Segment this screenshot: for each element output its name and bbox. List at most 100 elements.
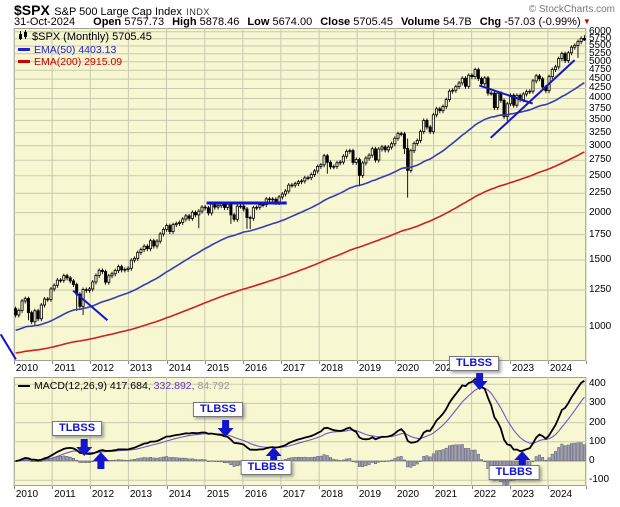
axis-tick (14, 486, 15, 489)
axis-tick (167, 361, 168, 364)
axis-tick (319, 486, 320, 489)
ema200-legend-label: EMA(200) 2915.09 (34, 56, 123, 68)
axis-tick (52, 486, 53, 489)
quote-value-chg: -57.03 (-0.99%) (501, 16, 581, 28)
price-axis-label: 3250 (589, 127, 612, 138)
axis-tick (14, 361, 15, 364)
quote-value-close: 5705.45 (350, 16, 394, 28)
year-axis-label: 2015 (206, 489, 230, 500)
tlbbs-annotation: TLBBS (488, 465, 540, 480)
axis-tick (281, 486, 282, 489)
axis-tick (472, 486, 473, 489)
macd-legend: MACD(12,26,9) 417.684, 332.892, 84.792 (18, 380, 230, 392)
macd-axis-label: 0 (589, 455, 595, 466)
quote-value-high: 5878.46 (196, 16, 240, 28)
year-axis-label: 2022 (473, 489, 497, 500)
axis-tick (510, 361, 511, 364)
price-axis-label: 3750 (589, 103, 612, 114)
price-axis-label: 3000 (589, 140, 612, 151)
price-axis-label: 5000 (589, 56, 612, 67)
axis-tick (510, 486, 511, 489)
quote-label-low: Low (247, 16, 270, 28)
price-axis-label: 2750 (589, 154, 612, 165)
axis-tick (52, 361, 53, 364)
year-axis-label: 2010 (15, 489, 39, 500)
price-axis-label: 5250 (589, 48, 612, 59)
axis-tick (586, 361, 587, 364)
price-axis-label: 4000 (589, 92, 612, 103)
year-axis-label: 2023 (511, 363, 535, 374)
main-price-panel (14, 28, 586, 361)
axis-tick (90, 361, 91, 364)
year-axis-label: 2017 (282, 489, 306, 500)
axis-tick (586, 486, 587, 489)
year-axis-label: 2020 (396, 489, 420, 500)
year-axis-label: 2024 (549, 489, 573, 500)
quote-label-high: High (172, 16, 197, 28)
tlbbs-annotation: TLBBS (240, 460, 292, 475)
year-axis-label: 2012 (91, 489, 115, 500)
axis-tick (548, 361, 549, 364)
quote-value-low: 5674.00 (269, 16, 313, 28)
year-axis-label: 2019 (358, 489, 382, 500)
axis-tick (281, 361, 282, 364)
axis-tick (433, 486, 434, 489)
year-axis-label: 2014 (168, 363, 192, 374)
price-axis-label: 4500 (589, 73, 612, 84)
year-axis-label: 2021 (434, 363, 458, 374)
quote-summary-row: 31-Oct-2024 Open 5757.73 High 5878.46 Low 5… (14, 16, 591, 28)
macd-signal-value: 332.892, (153, 380, 195, 392)
tlbss-annotation: TLBSS (192, 402, 244, 417)
price-axis-label: 4750 (589, 64, 612, 75)
price-axis-label: 2250 (589, 187, 612, 198)
axis-tick (205, 361, 206, 364)
year-axis-label: 2013 (129, 489, 153, 500)
year-axis-label: 2018 (320, 363, 344, 374)
axis-tick (357, 486, 358, 489)
price-axis-label: 1000 (589, 321, 612, 332)
symbol-name: S&P 500 Large Cap Index (54, 6, 182, 18)
axis-tick (167, 486, 168, 489)
axis-tick (395, 486, 396, 489)
year-axis-label: 2015 (206, 363, 230, 374)
macd-axis-label: -100 (589, 474, 610, 485)
price-axis-label: 1250 (589, 284, 612, 295)
year-axis-label: 2014 (168, 489, 192, 500)
exchange-tag: INDX (186, 7, 210, 17)
chart-title: $SPX S&P 500 Large Cap Index INDX (14, 2, 210, 20)
price-axis-label: 2500 (589, 170, 612, 181)
year-axis-label: 2011 (54, 363, 76, 374)
year-axis-label: 2012 (91, 363, 115, 374)
year-axis-label: 2013 (129, 363, 153, 374)
stockcharts-brand: © StockCharts.com (528, 4, 615, 15)
year-axis-label: 2016 (244, 489, 268, 500)
price-axis-label: 4250 (589, 82, 612, 93)
axis-tick (243, 361, 244, 364)
ema50-line-swatch (18, 48, 30, 51)
tlbss-annotation: TLBSS (51, 421, 103, 436)
price-axis-label: 6000 (589, 26, 612, 37)
macd-value: 417.684, (109, 380, 151, 392)
year-axis-label: 2019 (358, 363, 382, 374)
tlbss-annotation: TLBSS (448, 356, 500, 371)
axis-tick (395, 361, 396, 364)
candlestick-icon (18, 30, 29, 44)
year-axis-label: 2021 (434, 489, 458, 500)
axis-tick (128, 486, 129, 489)
macd-histogram-value: 84.792 (197, 380, 230, 392)
year-axis-label: 2018 (320, 489, 344, 500)
price-axis-label: 1750 (589, 229, 612, 240)
axis-tick (90, 486, 91, 489)
price-legend-label: $SPX (Monthly) 5705.45 (32, 31, 152, 43)
ema200-legend: EMA(200) 2915.09 (18, 56, 122, 68)
price-axis-label: 3500 (589, 114, 612, 125)
quote-value-open: 5757.73 (121, 16, 165, 28)
macd-axis-label: 400 (589, 378, 606, 389)
macd-legend-name: MACD(12,26,9) (34, 380, 107, 392)
price-axis-label: 1500 (589, 254, 612, 265)
axis-tick (357, 361, 358, 364)
macd-axis-label: 100 (589, 436, 606, 447)
quote-label-open: Open (93, 16, 122, 28)
axis-tick (205, 486, 206, 489)
year-axis-label: 2011 (54, 489, 76, 500)
